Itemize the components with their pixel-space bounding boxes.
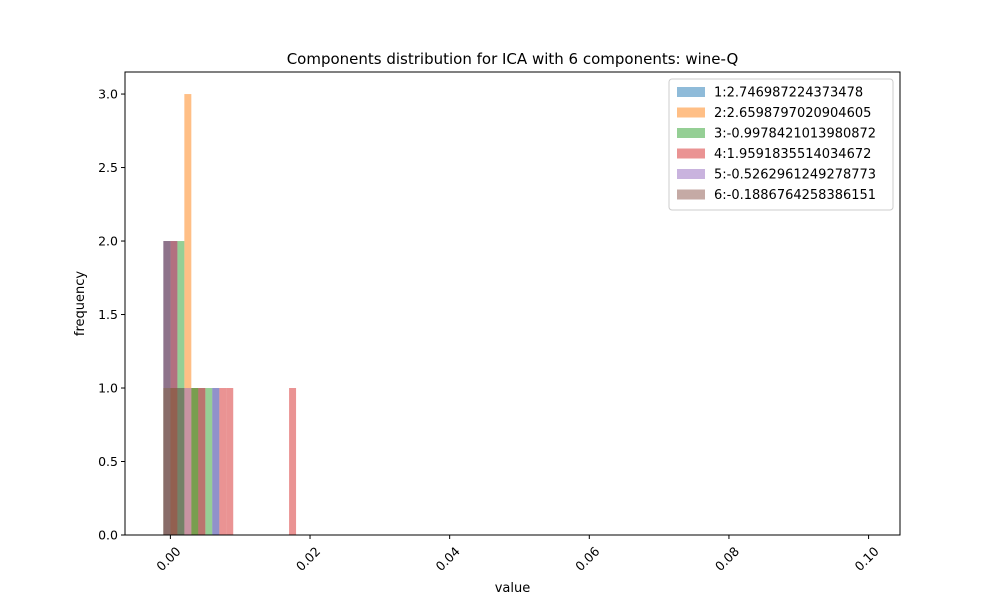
y-tick-label: 2.0: [98, 234, 118, 249]
histogram-bar-series-4-3: [219, 388, 227, 535]
legend-swatch-4: [677, 148, 705, 159]
legend-label-4: 4:1.9591835514034672: [714, 147, 871, 162]
histogram-bar-series-4-5: [289, 388, 297, 535]
y-tick-label: 2.5: [98, 160, 118, 175]
bar-layer: [163, 94, 297, 536]
histogram-bar-series-2-2: [184, 94, 192, 536]
histogram-bar-series-6-3: [177, 388, 185, 535]
legend-box: [668, 78, 894, 211]
legend-label-2: 2:2.6598797020904605: [714, 106, 871, 121]
legend-swatch-2: [677, 107, 705, 118]
legend-label-3: 3:-0.9978421013980872: [714, 127, 876, 142]
legend-swatch-6: [677, 189, 705, 200]
histogram-bar-series-5-3: [212, 388, 220, 535]
chart-title: Components distribution for ICA with 6 c…: [287, 50, 739, 68]
y-tick-label: 1.0: [98, 381, 118, 396]
legend: 1:2.746987224373478 2:2.6598797020904605 3…: [668, 78, 894, 211]
legend-swatch-1: [677, 87, 705, 97]
y-tick-label: 3.0: [98, 87, 118, 102]
histogram-bar-series-3-4: [191, 388, 199, 535]
legend-label-5: 5:-0.5262961249278773: [714, 168, 876, 183]
histogram-bar-series-4-4: [226, 388, 234, 535]
histogram-bar-series-6-4: [198, 388, 206, 535]
histogram-bar-series-3-5: [205, 388, 213, 535]
legend-swatch-3: [677, 128, 705, 138]
y-tick-label: 1.5: [98, 307, 118, 322]
histogram-bar-series-5-2: [184, 388, 192, 535]
histogram-bar-series-6-1: [163, 241, 171, 536]
y-tick-label: 0.0: [98, 528, 118, 543]
y-tick-label: 0.5: [98, 454, 118, 469]
legend-label-1: 1:2.746987224373478: [714, 86, 863, 101]
y-axis: 0.0 0.5 1.0 1.5 2.0 2.5 3.0: [98, 87, 125, 543]
histogram-bar-series-6-2: [170, 388, 178, 535]
y-axis-label: frequency: [73, 271, 88, 337]
legend-swatch-5: [677, 169, 705, 179]
x-axis-label: value: [495, 581, 531, 596]
plot-frame: [124, 71, 901, 536]
legend-label-6: 6:-0.1886764258386151: [714, 188, 876, 203]
